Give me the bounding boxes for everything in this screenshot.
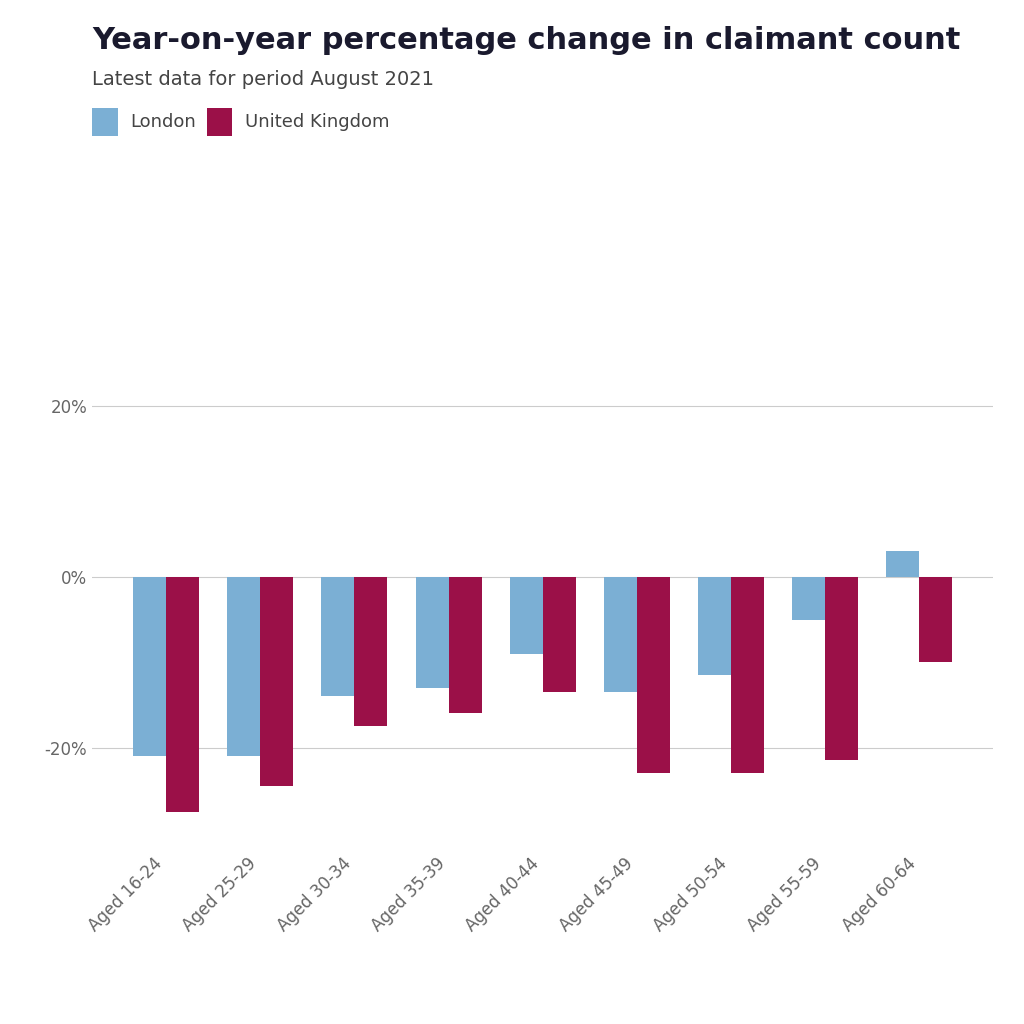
Bar bbox=[354, 577, 387, 726]
Bar bbox=[825, 577, 858, 760]
Text: United Kingdom: United Kingdom bbox=[245, 113, 389, 131]
Bar bbox=[227, 577, 260, 756]
Bar bbox=[920, 577, 952, 663]
Bar bbox=[260, 577, 293, 786]
Bar bbox=[731, 577, 764, 773]
Bar bbox=[510, 577, 543, 653]
Bar bbox=[133, 577, 166, 756]
Text: Year-on-year percentage change in claimant count: Year-on-year percentage change in claima… bbox=[92, 26, 961, 54]
Text: London: London bbox=[130, 113, 196, 131]
Bar bbox=[887, 551, 920, 577]
Bar bbox=[637, 577, 670, 773]
Bar bbox=[416, 577, 449, 688]
Bar bbox=[604, 577, 637, 692]
Bar bbox=[543, 577, 575, 692]
Bar bbox=[793, 577, 825, 620]
Text: Latest data for period August 2021: Latest data for period August 2021 bbox=[92, 70, 434, 89]
Bar bbox=[322, 577, 354, 696]
Bar bbox=[698, 577, 731, 675]
Bar bbox=[166, 577, 199, 811]
Bar bbox=[449, 577, 481, 714]
